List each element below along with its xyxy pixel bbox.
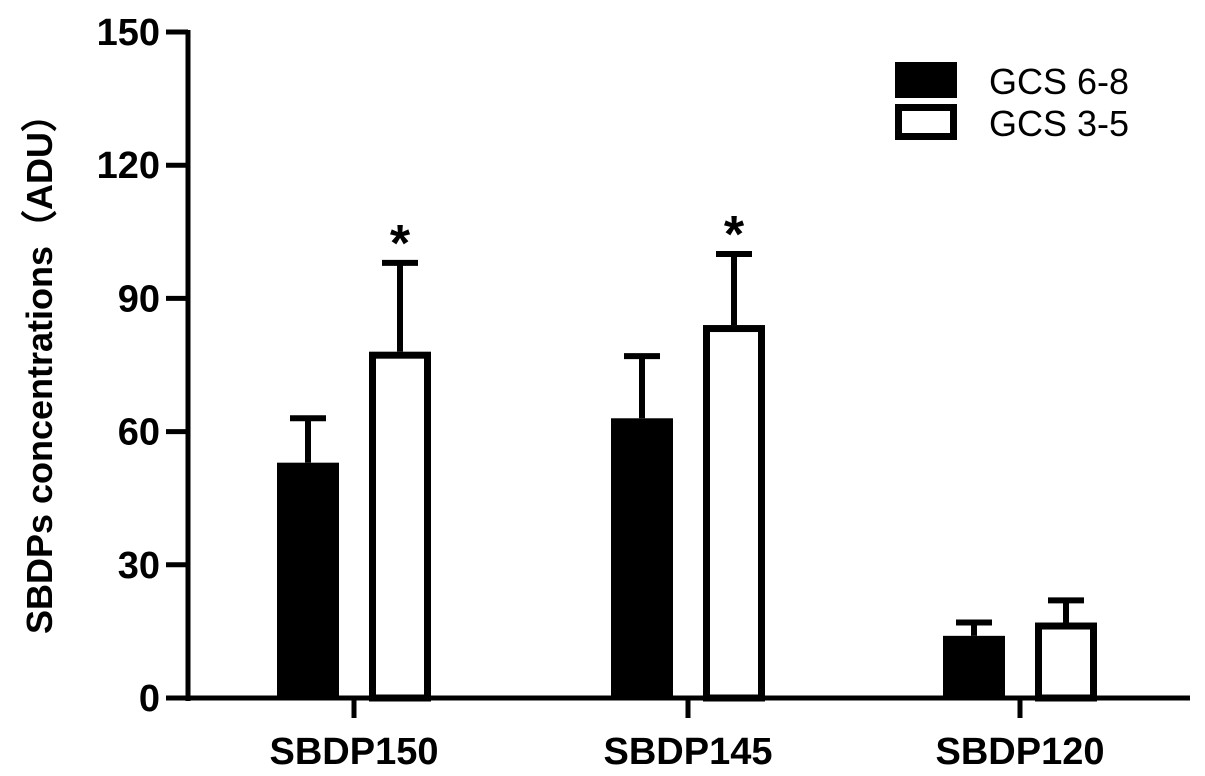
bar <box>611 418 673 698</box>
category-label: SBDP120 <box>936 731 1105 773</box>
bar <box>703 325 765 702</box>
y-axis-title-group: SBDPs concentrations（ADU） <box>19 96 60 634</box>
legend-label: GCS 3-5 <box>989 103 1129 144</box>
y-tick-label: 150 <box>97 12 160 54</box>
legend-swatch <box>895 104 957 140</box>
legend-label: GCS 6-8 <box>989 61 1129 102</box>
y-tick-label: 30 <box>118 545 160 587</box>
y-axis-title: SBDPs concentrations（ADU） <box>19 96 60 634</box>
y-tick-label: 90 <box>118 278 160 320</box>
y-tick-label: 120 <box>97 145 160 187</box>
bar <box>1035 622 1097 702</box>
category-label: SBDP145 <box>604 731 773 773</box>
bar <box>277 462 339 698</box>
category-label: SBDP150 <box>270 731 439 773</box>
bars: * * <box>277 206 1097 702</box>
y-tick-label: 0 <box>139 678 160 720</box>
axes: 0 30 60 90 120 150 <box>97 12 1190 720</box>
y-tick-label: 60 <box>118 412 160 454</box>
legend-swatch <box>895 62 957 98</box>
significance-asterisk: * <box>390 215 411 273</box>
bar <box>943 635 1005 698</box>
significance-asterisk: * <box>724 206 745 264</box>
bar <box>369 351 431 702</box>
category-labels: SBDP150 SBDP145 SBDP120 <box>270 731 1105 773</box>
